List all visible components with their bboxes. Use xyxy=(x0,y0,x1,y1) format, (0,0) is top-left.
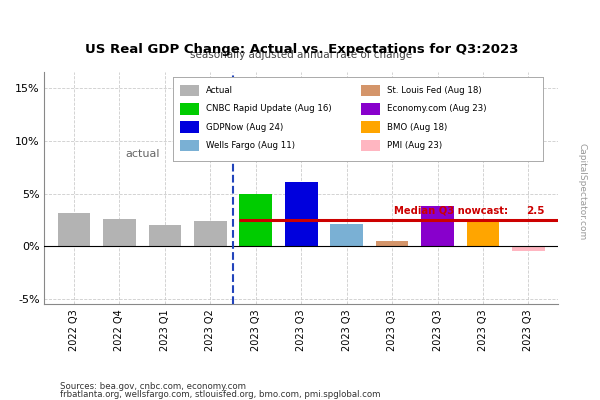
Text: Sources: bea.gov, cnbc.com, economy.com: Sources: bea.gov, cnbc.com, economy.com xyxy=(60,382,246,391)
Bar xyxy=(421,206,454,246)
Text: frbatlanta.org, wellsfargo.com, stlouisfed.org, bmo.com, pmi.spglobal.com: frbatlanta.org, wellsfargo.com, stlouisf… xyxy=(60,390,380,399)
Bar xyxy=(331,224,363,246)
Text: Q3 nowcasts: Q3 nowcasts xyxy=(311,149,382,159)
Bar xyxy=(194,221,227,246)
Text: CapitalSpectator.com: CapitalSpectator.com xyxy=(578,143,587,241)
Bar xyxy=(58,213,91,246)
Text: actual: actual xyxy=(125,149,160,159)
Bar xyxy=(376,241,409,246)
Bar xyxy=(467,221,499,246)
Bar xyxy=(149,225,181,246)
Bar xyxy=(512,246,545,251)
Text: Median Q3 nowcast:: Median Q3 nowcast: xyxy=(394,206,509,216)
Bar xyxy=(103,219,136,246)
Title: US Real GDP Change: Actual vs. Expectations for Q3:2023: US Real GDP Change: Actual vs. Expectati… xyxy=(85,43,518,56)
Text: 2.5: 2.5 xyxy=(526,206,544,216)
Bar xyxy=(239,194,272,246)
Text: seasonally adjusted annual rate of change: seasonally adjusted annual rate of chang… xyxy=(190,50,412,60)
Bar xyxy=(285,182,317,246)
